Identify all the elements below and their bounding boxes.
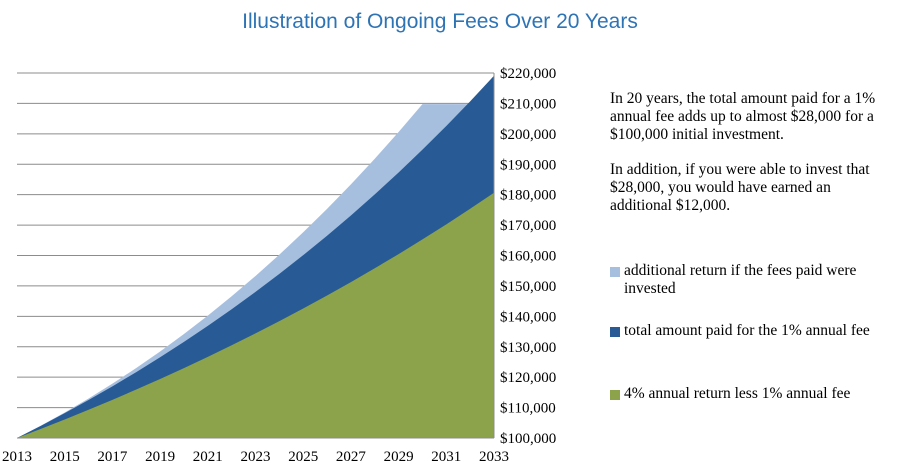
annotation-paragraph-1: In 20 years, the total amount paid for a… (610, 90, 876, 143)
legend-swatch-net-return (610, 390, 620, 400)
legend-swatch-fee-paid (610, 327, 620, 337)
x-tick-label: 2025 (288, 449, 318, 465)
series-areas (17, 75, 494, 439)
legend-label-net-return: 4% annual return less 1% annual fee (624, 385, 851, 402)
y-tick-label: $110,000 (500, 401, 556, 417)
series-area-0 (17, 192, 494, 438)
x-tick-label: 2033 (479, 449, 509, 465)
x-tick-label: 2017 (97, 449, 128, 465)
y-tick-label: $150,000 (500, 279, 556, 295)
y-tick-label: $190,000 (500, 157, 556, 173)
y-tick-label: $200,000 (500, 127, 556, 143)
y-tick-label: $220,000 (500, 66, 556, 82)
x-tick-label: 2015 (50, 449, 80, 465)
x-tick-labels: 2013 2015 2017 2019 2021 2023 2025 2027 2029 2031… (2, 449, 509, 465)
legend-item-net-return: 4% annual return less 1% annual fee (610, 385, 895, 403)
axes (17, 73, 495, 439)
y-tick-label: $120,000 (500, 370, 556, 386)
x-tick-label: 2021 (193, 449, 223, 465)
legend-label-additional-return: additional return if the fees paid were … (624, 262, 857, 297)
x-tick-label: 2013 (2, 449, 32, 465)
y-tick-label: $130,000 (500, 340, 556, 356)
y-tick-label: $170,000 (500, 218, 556, 234)
legend-swatch-additional-return (610, 267, 620, 277)
legend-label-fee-paid: total amount paid for the 1% annual fee (624, 322, 870, 339)
y-tick-label: $210,000 (500, 96, 556, 112)
y-tick-label: $100,000 (500, 431, 556, 447)
x-tick-label: 2031 (431, 449, 461, 465)
y-tick-label: $160,000 (500, 249, 556, 265)
legend-item-fee-paid: total amount paid for the 1% annual fee (610, 322, 895, 340)
chart-title: Illustration of Ongoing Fees Over 20 Yea… (242, 10, 638, 33)
y-tick-labels: $100,000 $110,000 $120,000 $130,000 $140,000… (500, 66, 556, 447)
legend-item-additional-return: additional return if the fees paid were … (610, 262, 895, 298)
y-tick-label: $180,000 (500, 188, 556, 204)
annotation-text: In 20 years, the total amount paid for a… (610, 90, 890, 232)
x-tick-label: 2027 (336, 449, 367, 465)
x-tick-label: 2019 (145, 449, 175, 465)
annotation-paragraph-2: In addition, if you were able to invest … (610, 161, 870, 214)
x-tick-label: 2023 (241, 449, 271, 465)
y-tick-label: $140,000 (500, 309, 556, 325)
x-tick-label: 2029 (384, 449, 414, 465)
